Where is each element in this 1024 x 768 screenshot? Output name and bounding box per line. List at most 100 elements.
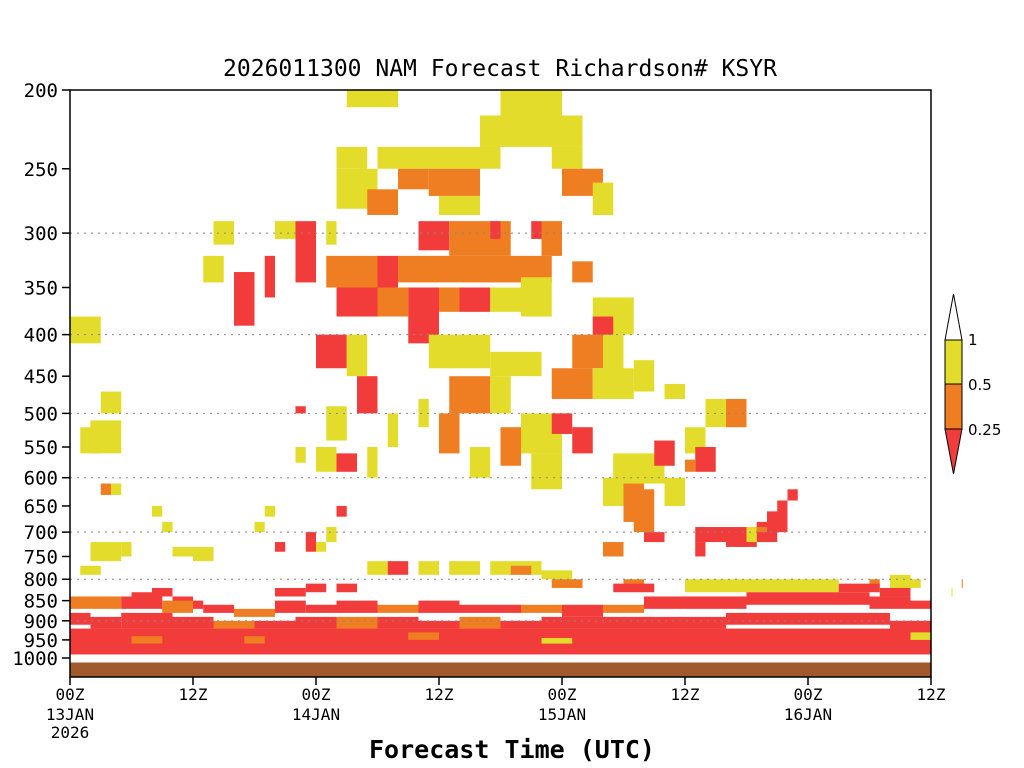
ri-cell-high xyxy=(377,146,501,169)
ri-cell-high xyxy=(787,579,839,593)
ri-cell-mid xyxy=(439,413,460,454)
ri-cell-high xyxy=(326,527,337,543)
x-tick-label: 12Z xyxy=(425,685,454,704)
ri-cell-mid xyxy=(100,483,111,495)
ri-cell-mid xyxy=(551,368,593,399)
legend-label: 0.25 xyxy=(968,421,1001,439)
ri-cell-mid xyxy=(377,604,419,613)
ri-cell-low xyxy=(70,612,91,625)
ri-cell-low xyxy=(316,334,347,369)
ri-cell-high xyxy=(295,447,306,463)
y-tick-label-250: 250 xyxy=(24,159,58,181)
ri-cell-mid xyxy=(633,489,655,533)
ri-cell-low xyxy=(336,600,378,613)
ri-cell-low xyxy=(685,596,747,609)
ri-cell-low xyxy=(654,440,675,466)
ri-cell-high xyxy=(152,505,163,517)
ri-cell-low xyxy=(336,453,357,472)
ri-cell-low xyxy=(295,616,337,629)
ri-cell-low xyxy=(490,221,501,239)
ri-cell-high xyxy=(264,505,275,517)
y-tick-label-1000: 1000 xyxy=(12,648,58,670)
ri-cell-low xyxy=(551,413,573,434)
ri-cell-high xyxy=(275,221,296,239)
ri-cell-high xyxy=(418,398,429,428)
ri-cell-low xyxy=(562,604,603,617)
ri-cell-low xyxy=(879,587,911,597)
ground-band xyxy=(70,661,931,677)
y-tick-label-600: 600 xyxy=(24,468,58,490)
ri-cell-mid xyxy=(500,427,521,466)
ri-cell-low xyxy=(777,500,788,517)
legend-arrow-bottom xyxy=(944,428,963,475)
y-tick-label-550: 550 xyxy=(24,437,58,459)
ri-cell-mid xyxy=(961,579,963,588)
ri-cell-mid xyxy=(551,579,583,588)
ri-cell-low xyxy=(531,221,542,239)
ri-cell-high xyxy=(121,542,132,557)
ri-cell-high xyxy=(203,255,224,283)
ri-cell-low xyxy=(193,600,204,609)
ri-cell-mid xyxy=(603,542,624,557)
ri-cell-mid xyxy=(510,565,532,575)
y-tick-label-850: 850 xyxy=(24,591,58,613)
ri-cell-low xyxy=(644,532,665,543)
ri-cell-high xyxy=(664,477,685,506)
ri-cell-mid xyxy=(162,600,193,613)
y-tick-label-200: 200 xyxy=(24,80,58,102)
x-tick-label: 00Z xyxy=(548,685,577,704)
ri-cell-high xyxy=(172,546,193,557)
legend-label: 0.5 xyxy=(968,376,992,394)
legend-swatch-mid xyxy=(944,383,963,430)
ri-cell-mid xyxy=(459,616,501,629)
x-tick-label: 12Z xyxy=(917,685,946,704)
ri-cell-high xyxy=(500,90,562,116)
ri-cell-high xyxy=(162,521,173,533)
ri-cell-high xyxy=(900,579,921,588)
ri-cell-low xyxy=(264,255,275,298)
ri-cell-mid xyxy=(234,608,275,617)
ri-cell-mid xyxy=(449,221,511,256)
ri-cell-low xyxy=(541,616,603,629)
x-tick-label: 00Z xyxy=(302,685,331,704)
ri-cell-high xyxy=(367,561,388,575)
ri-cell-low xyxy=(305,532,316,552)
ri-cell-high xyxy=(254,521,265,533)
ri-cell-low xyxy=(172,596,193,605)
legend-arrow-top xyxy=(944,293,963,341)
ri-cell-high xyxy=(439,195,480,215)
ri-cell-high xyxy=(346,90,398,108)
y-tick-label-500: 500 xyxy=(24,403,58,425)
ri-cell-high xyxy=(387,413,398,448)
ri-cell-low xyxy=(336,583,357,593)
ri-cell-high xyxy=(346,334,368,377)
ri-cell-low xyxy=(459,604,521,613)
ri-cell-low xyxy=(377,255,398,288)
y-tick-label-700: 700 xyxy=(24,522,58,544)
ri-cell-high xyxy=(490,351,542,377)
ri-cell-low xyxy=(152,587,173,597)
ri-cell-low xyxy=(234,272,255,326)
x-tick-label: 12Z xyxy=(179,685,208,704)
ri-cell-low xyxy=(890,620,931,633)
x-tick-sublabel: 2026 xyxy=(51,723,90,742)
ri-cell-low xyxy=(726,612,788,625)
y-tick-label-300: 300 xyxy=(24,223,58,245)
ri-cell-high xyxy=(551,146,583,169)
ri-cell-high xyxy=(80,427,101,454)
ri-cell-mid xyxy=(213,620,255,629)
ri-cell-mid xyxy=(326,255,378,288)
ri-cell-high xyxy=(316,542,327,552)
ri-cell-high xyxy=(521,277,552,317)
ri-cell-low xyxy=(131,592,163,601)
ri-cell-low xyxy=(644,596,685,609)
ri-cell-high xyxy=(80,565,101,575)
ri-cell-low xyxy=(869,596,911,609)
ri-cell-mid xyxy=(869,579,880,588)
ri-cell-low xyxy=(418,620,460,629)
chart-title: 2026011300 NAM Forecast Richardson# KSYR xyxy=(223,56,777,82)
x-tick-label: 00Z xyxy=(794,685,823,704)
y-tick-label-750: 750 xyxy=(24,546,58,568)
ri-cell-low xyxy=(500,620,542,629)
ri-cell-low xyxy=(408,287,439,344)
